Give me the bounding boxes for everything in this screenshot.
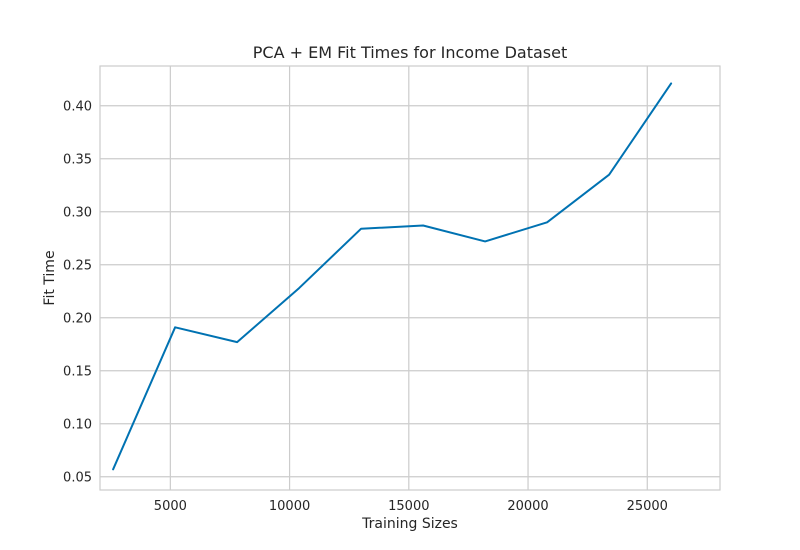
x-axis-ticks: 5000 10000 15000 20000 25000 [154,499,668,514]
y-axis-ticks: 0.05 0.10 0.15 0.20 0.25 0.30 0.35 0.40 [63,99,92,485]
y-tick-label: 0.35 [63,152,92,167]
y-tick-label: 0.40 [63,99,92,114]
y-tick-label: 0.20 [63,311,92,326]
series-line [112,82,673,471]
x-tick-label: 5000 [154,499,187,514]
y-tick-label: 0.05 [63,470,92,485]
x-tick-label: 10000 [269,499,310,514]
y-tick-label: 0.30 [63,205,92,220]
x-tick-label: 20000 [507,499,548,514]
x-axis-label: Training Sizes [361,516,458,532]
y-tick-label: 0.15 [63,364,92,379]
plot-frame [99,65,721,491]
grid [100,66,720,490]
y-tick-label: 0.10 [63,417,92,432]
x-tick-label: 25000 [627,499,668,514]
x-tick-label: 15000 [388,499,429,514]
y-tick-label: 0.25 [63,258,92,273]
chart-title: PCA + EM Fit Times for Income Dataset [253,43,567,62]
y-axis-label: Fit Time [42,250,58,305]
series-layer [112,82,673,471]
